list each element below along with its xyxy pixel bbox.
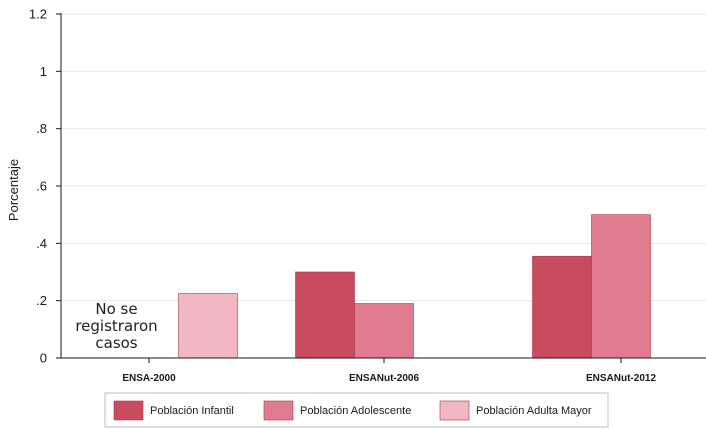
bar (591, 214, 651, 359)
x-tick-label: ENSANut-2012 (586, 373, 656, 384)
bar (532, 255, 592, 359)
legend-box (104, 392, 609, 428)
legend: Población Infantil Población Adolescente P… (104, 392, 609, 428)
y-tick-label: .2 (36, 293, 47, 308)
bars (178, 214, 651, 359)
legend-label: Población Adulta Mayor (476, 405, 592, 417)
y-tick-label: 0 (40, 351, 47, 366)
annotation-text: No se (95, 300, 137, 318)
y-tick-label: .4 (36, 236, 47, 251)
x-tick-label: ENSA-2000 (122, 373, 176, 384)
axes: 0 .2 .4 .6 .8 1 1.2 ENSA-2000 ENSANut-2006 ENSANu… (29, 7, 706, 384)
bar (178, 293, 238, 359)
y-axis-title: Porcentaje (6, 159, 21, 221)
gridlines (61, 13, 706, 302)
legend-label: Población Infantil (150, 405, 234, 417)
y-tick-label: 1 (40, 64, 47, 79)
y-tick-label: 1.2 (29, 7, 47, 22)
y-tick-label: .6 (36, 179, 47, 194)
legend-label: Población Adolescente (300, 405, 411, 417)
x-tick-label: ENSANut-2006 (349, 373, 419, 384)
legend-swatch (113, 400, 144, 421)
legend-swatch (263, 400, 294, 421)
annotation-text: registraron (75, 317, 157, 335)
bar (354, 303, 414, 359)
legend-swatch (439, 400, 470, 421)
bar (295, 271, 355, 359)
y-tick-label: .8 (36, 121, 47, 136)
annotation-text: casos (95, 334, 137, 352)
